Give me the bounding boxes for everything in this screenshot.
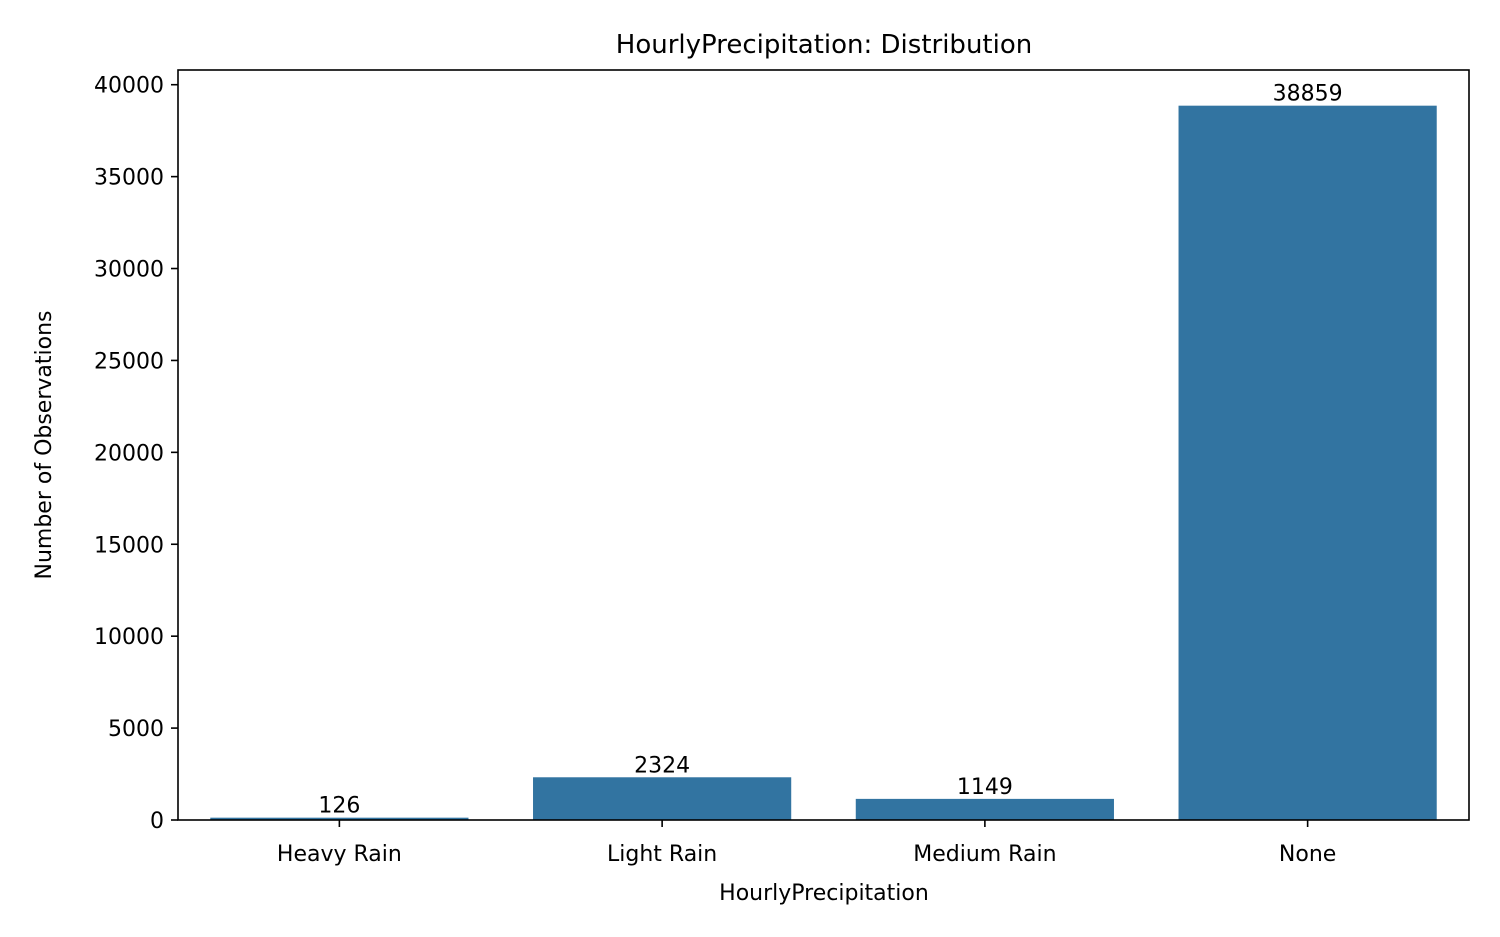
bar-medium-rain [855, 798, 1114, 820]
x-tick-label-heavy-rain: Heavy Rain [277, 842, 402, 867]
bars-group [210, 105, 1437, 821]
y-tick-label-10000: 10000 [94, 625, 164, 650]
data-label-none: 38859 [1273, 82, 1343, 107]
y-tick-label-35000: 35000 [94, 166, 164, 191]
y-tick-label-0: 0 [150, 809, 164, 834]
data-label-medium-rain: 1149 [957, 775, 1013, 800]
bar-light-rain [533, 777, 792, 820]
y-tick-label-25000: 25000 [94, 349, 164, 374]
data-label-light-rain: 2324 [634, 753, 690, 778]
y-axis-ticks: 0 5000 10000 15000 20000 25000 30000 35000 40000 [94, 74, 178, 834]
bar-heavy-rain [210, 817, 469, 820]
bar-none [1178, 105, 1437, 821]
chart-title: HourlyPrecipitation: Distribution [616, 30, 1032, 60]
data-labels-group: 126 2324 1149 38859 [318, 82, 1342, 819]
y-tick-label-40000: 40000 [94, 74, 164, 99]
x-axis-label: HourlyPrecipitation [719, 881, 929, 906]
y-axis-label: Number of Observations [32, 311, 57, 580]
plot-frame [177, 69, 1470, 821]
x-axis-ticks: Heavy Rain Light Rain Medium Rain None [277, 820, 1336, 867]
y-tick-label-15000: 15000 [94, 533, 164, 558]
x-tick-label-medium-rain: Medium Rain [913, 842, 1056, 867]
x-tick-label-none: None [1279, 842, 1336, 867]
data-label-heavy-rain: 126 [318, 794, 360, 819]
y-tick-label-5000: 5000 [108, 717, 164, 742]
x-tick-label-light-rain: Light Rain [607, 842, 717, 867]
y-tick-label-20000: 20000 [94, 441, 164, 466]
y-tick-label-30000: 30000 [94, 258, 164, 283]
